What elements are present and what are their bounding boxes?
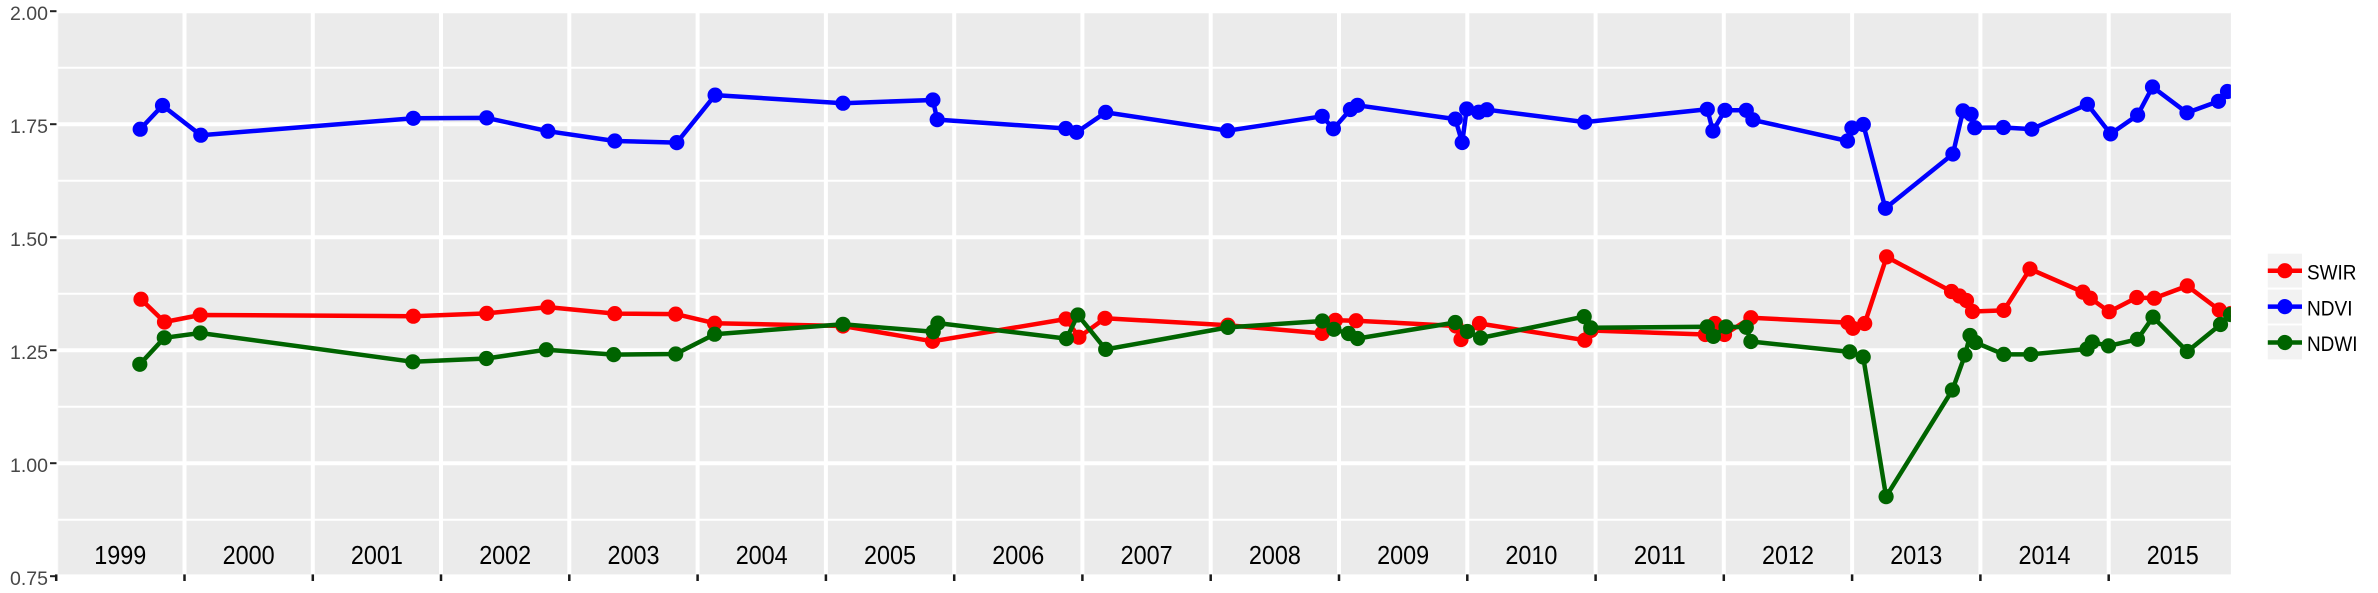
svg-text:2012: 2012 [1762, 540, 1814, 570]
svg-text:2011: 2011 [1634, 540, 1686, 570]
svg-text:2004: 2004 [736, 540, 788, 570]
svg-text:1.75: 1.75 [10, 116, 48, 138]
svg-text:2015: 2015 [2147, 540, 2199, 570]
svg-text:1.25: 1.25 [10, 342, 48, 364]
svg-text:2014: 2014 [2019, 540, 2071, 570]
svg-text:NDWI: NDWI [2307, 332, 2358, 356]
svg-text:NDVI: NDVI [2307, 296, 2353, 320]
svg-text:2002: 2002 [479, 540, 531, 570]
svg-text:2.00: 2.00 [10, 3, 48, 25]
svg-text:1.00: 1.00 [10, 455, 48, 477]
svg-text:1.50: 1.50 [10, 229, 48, 251]
svg-text:2001: 2001 [351, 540, 403, 570]
svg-text:2008: 2008 [1249, 540, 1301, 570]
svg-text:SWIR: SWIR [2307, 260, 2357, 284]
svg-text:2010: 2010 [1505, 540, 1557, 570]
svg-text:2007: 2007 [1121, 540, 1173, 570]
svg-text:0.75: 0.75 [10, 568, 48, 590]
svg-text:2006: 2006 [992, 540, 1044, 570]
svg-text:2009: 2009 [1377, 540, 1429, 570]
svg-text:1999: 1999 [94, 540, 146, 570]
svg-text:2013: 2013 [1890, 540, 1942, 570]
svg-text:2000: 2000 [223, 540, 275, 570]
svg-text:2005: 2005 [864, 540, 916, 570]
svg-text:2003: 2003 [608, 540, 660, 570]
